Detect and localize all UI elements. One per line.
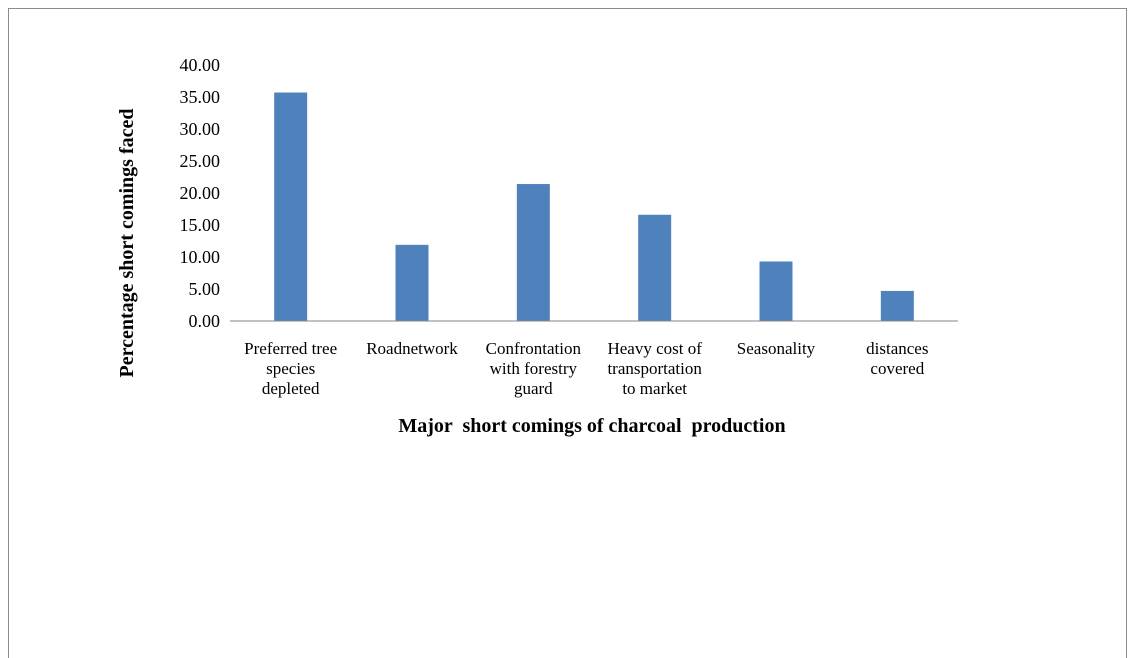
y-tick-label: 5.00 bbox=[189, 279, 221, 299]
x-axis-category-labels: Preferred tree species depleted Roadnetwork… bbox=[244, 339, 928, 398]
x-category-label-line: Roadnetwork bbox=[366, 339, 458, 358]
x-category-label: Preferred tree species depleted bbox=[244, 339, 337, 398]
x-category-label: Roadnetwork bbox=[366, 339, 458, 358]
x-category-label-line: Confrontation bbox=[486, 339, 582, 358]
bar bbox=[880, 290, 914, 321]
y-tick-label: 10.00 bbox=[180, 247, 221, 267]
bar bbox=[516, 184, 550, 321]
x-category-label-line: with forestry bbox=[490, 359, 578, 378]
y-tick-label: 15.00 bbox=[180, 215, 221, 235]
x-category-label-line: guard bbox=[514, 379, 553, 398]
x-axis-title: Major short comings of charcoal producti… bbox=[398, 415, 785, 437]
bars bbox=[274, 92, 914, 322]
x-category-label: distances covered bbox=[866, 339, 928, 378]
x-category-label-line: to market bbox=[622, 379, 687, 398]
y-axis-title: Percentage short comings faced bbox=[116, 108, 138, 377]
bar bbox=[759, 261, 793, 321]
x-category-label-line: species bbox=[266, 359, 315, 378]
x-category-label-line: covered bbox=[870, 359, 924, 378]
y-tick-label: 25.00 bbox=[180, 151, 221, 171]
bar bbox=[274, 92, 308, 322]
x-category-label-line: Heavy cost of bbox=[607, 339, 702, 358]
y-tick-label: 30.00 bbox=[180, 119, 221, 139]
x-category-label-line: Preferred tree bbox=[244, 339, 337, 358]
x-category-label-line: transportation bbox=[607, 359, 702, 378]
y-tick-label: 0.00 bbox=[189, 311, 221, 331]
x-category-label: Seasonality bbox=[737, 339, 816, 358]
y-tick-label: 40.00 bbox=[180, 55, 221, 75]
bar bbox=[395, 244, 429, 321]
y-tick-label: 35.00 bbox=[180, 87, 221, 107]
bar bbox=[638, 214, 672, 321]
x-category-label-line: distances bbox=[866, 339, 928, 358]
y-axis-ticks: 0.00 5.00 10.00 15.00 20.00 25.00 30.00 35.00 40… bbox=[180, 55, 221, 331]
chart-frame bbox=[8, 8, 1127, 658]
x-category-label: Heavy cost of transportation to market bbox=[607, 339, 702, 398]
x-category-label-line: Seasonality bbox=[737, 339, 816, 358]
x-category-label: Confrontation with forestry guard bbox=[486, 339, 582, 398]
x-category-label-line: depleted bbox=[262, 379, 320, 398]
y-tick-label: 20.00 bbox=[180, 183, 221, 203]
